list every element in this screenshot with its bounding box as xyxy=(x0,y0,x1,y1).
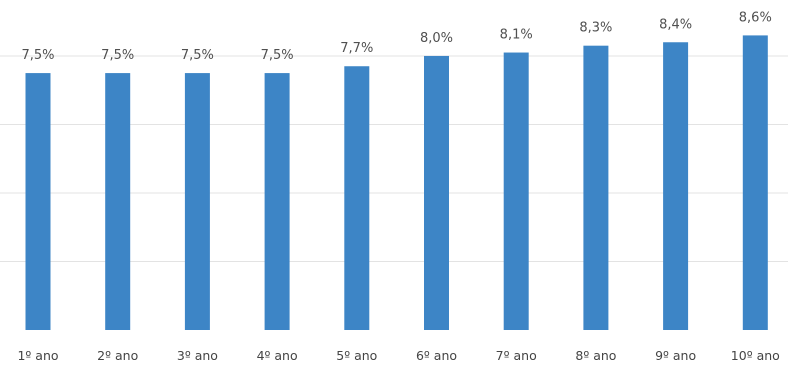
x-tick-label-5: 5º ano xyxy=(336,348,377,363)
bar-7 xyxy=(503,52,529,330)
x-tick-label-7: 7º ano xyxy=(496,348,537,363)
x-tick-label-9: 9º ano xyxy=(655,348,696,363)
bar-6 xyxy=(424,55,449,330)
data-label-5: 7,7% xyxy=(340,41,373,56)
x-tick-label-6: 6º ano xyxy=(416,348,457,363)
data-label-6: 8,0% xyxy=(420,31,453,46)
data-label-2: 7,5% xyxy=(101,48,134,63)
bar-10 xyxy=(742,35,768,330)
gridlines xyxy=(0,55,788,262)
x-tick-label-8: 8º ano xyxy=(575,348,616,363)
bar-9 xyxy=(663,42,689,331)
data-label-3: 7,5% xyxy=(181,48,214,63)
x-tick-label-3: 3º ano xyxy=(177,348,218,363)
bar-5 xyxy=(344,66,370,330)
bar-3 xyxy=(184,73,210,330)
data-label-10: 8,6% xyxy=(739,10,772,25)
x-tick-label-1: 1º ano xyxy=(17,348,58,363)
bar-8 xyxy=(583,45,609,331)
data-label-7: 8,1% xyxy=(500,28,533,43)
data-label-1: 7,5% xyxy=(21,48,54,63)
x-axis-labels: 1º ano 2º ano 3º ano 4º ano 5º ano 6º ano 7º a… xyxy=(17,348,779,363)
x-tick-label-4: 4º ano xyxy=(257,348,298,363)
x-tick-label-2: 2º ano xyxy=(97,348,138,363)
bar-4 xyxy=(264,73,290,330)
data-label-4: 7,5% xyxy=(261,48,294,63)
data-labels-group: 7,5% 7,5% 7,5% 7,5% 7,7% 8,0% 8,1% 8,3% 8,4% 8,6% xyxy=(21,10,771,63)
data-label-8: 8,3% xyxy=(579,21,612,36)
x-tick-label-10: 10º ano xyxy=(731,348,780,363)
bar-1 xyxy=(25,73,51,330)
bar-2 xyxy=(105,73,131,330)
bars-group xyxy=(25,35,768,331)
data-label-9: 8,4% xyxy=(659,17,692,32)
